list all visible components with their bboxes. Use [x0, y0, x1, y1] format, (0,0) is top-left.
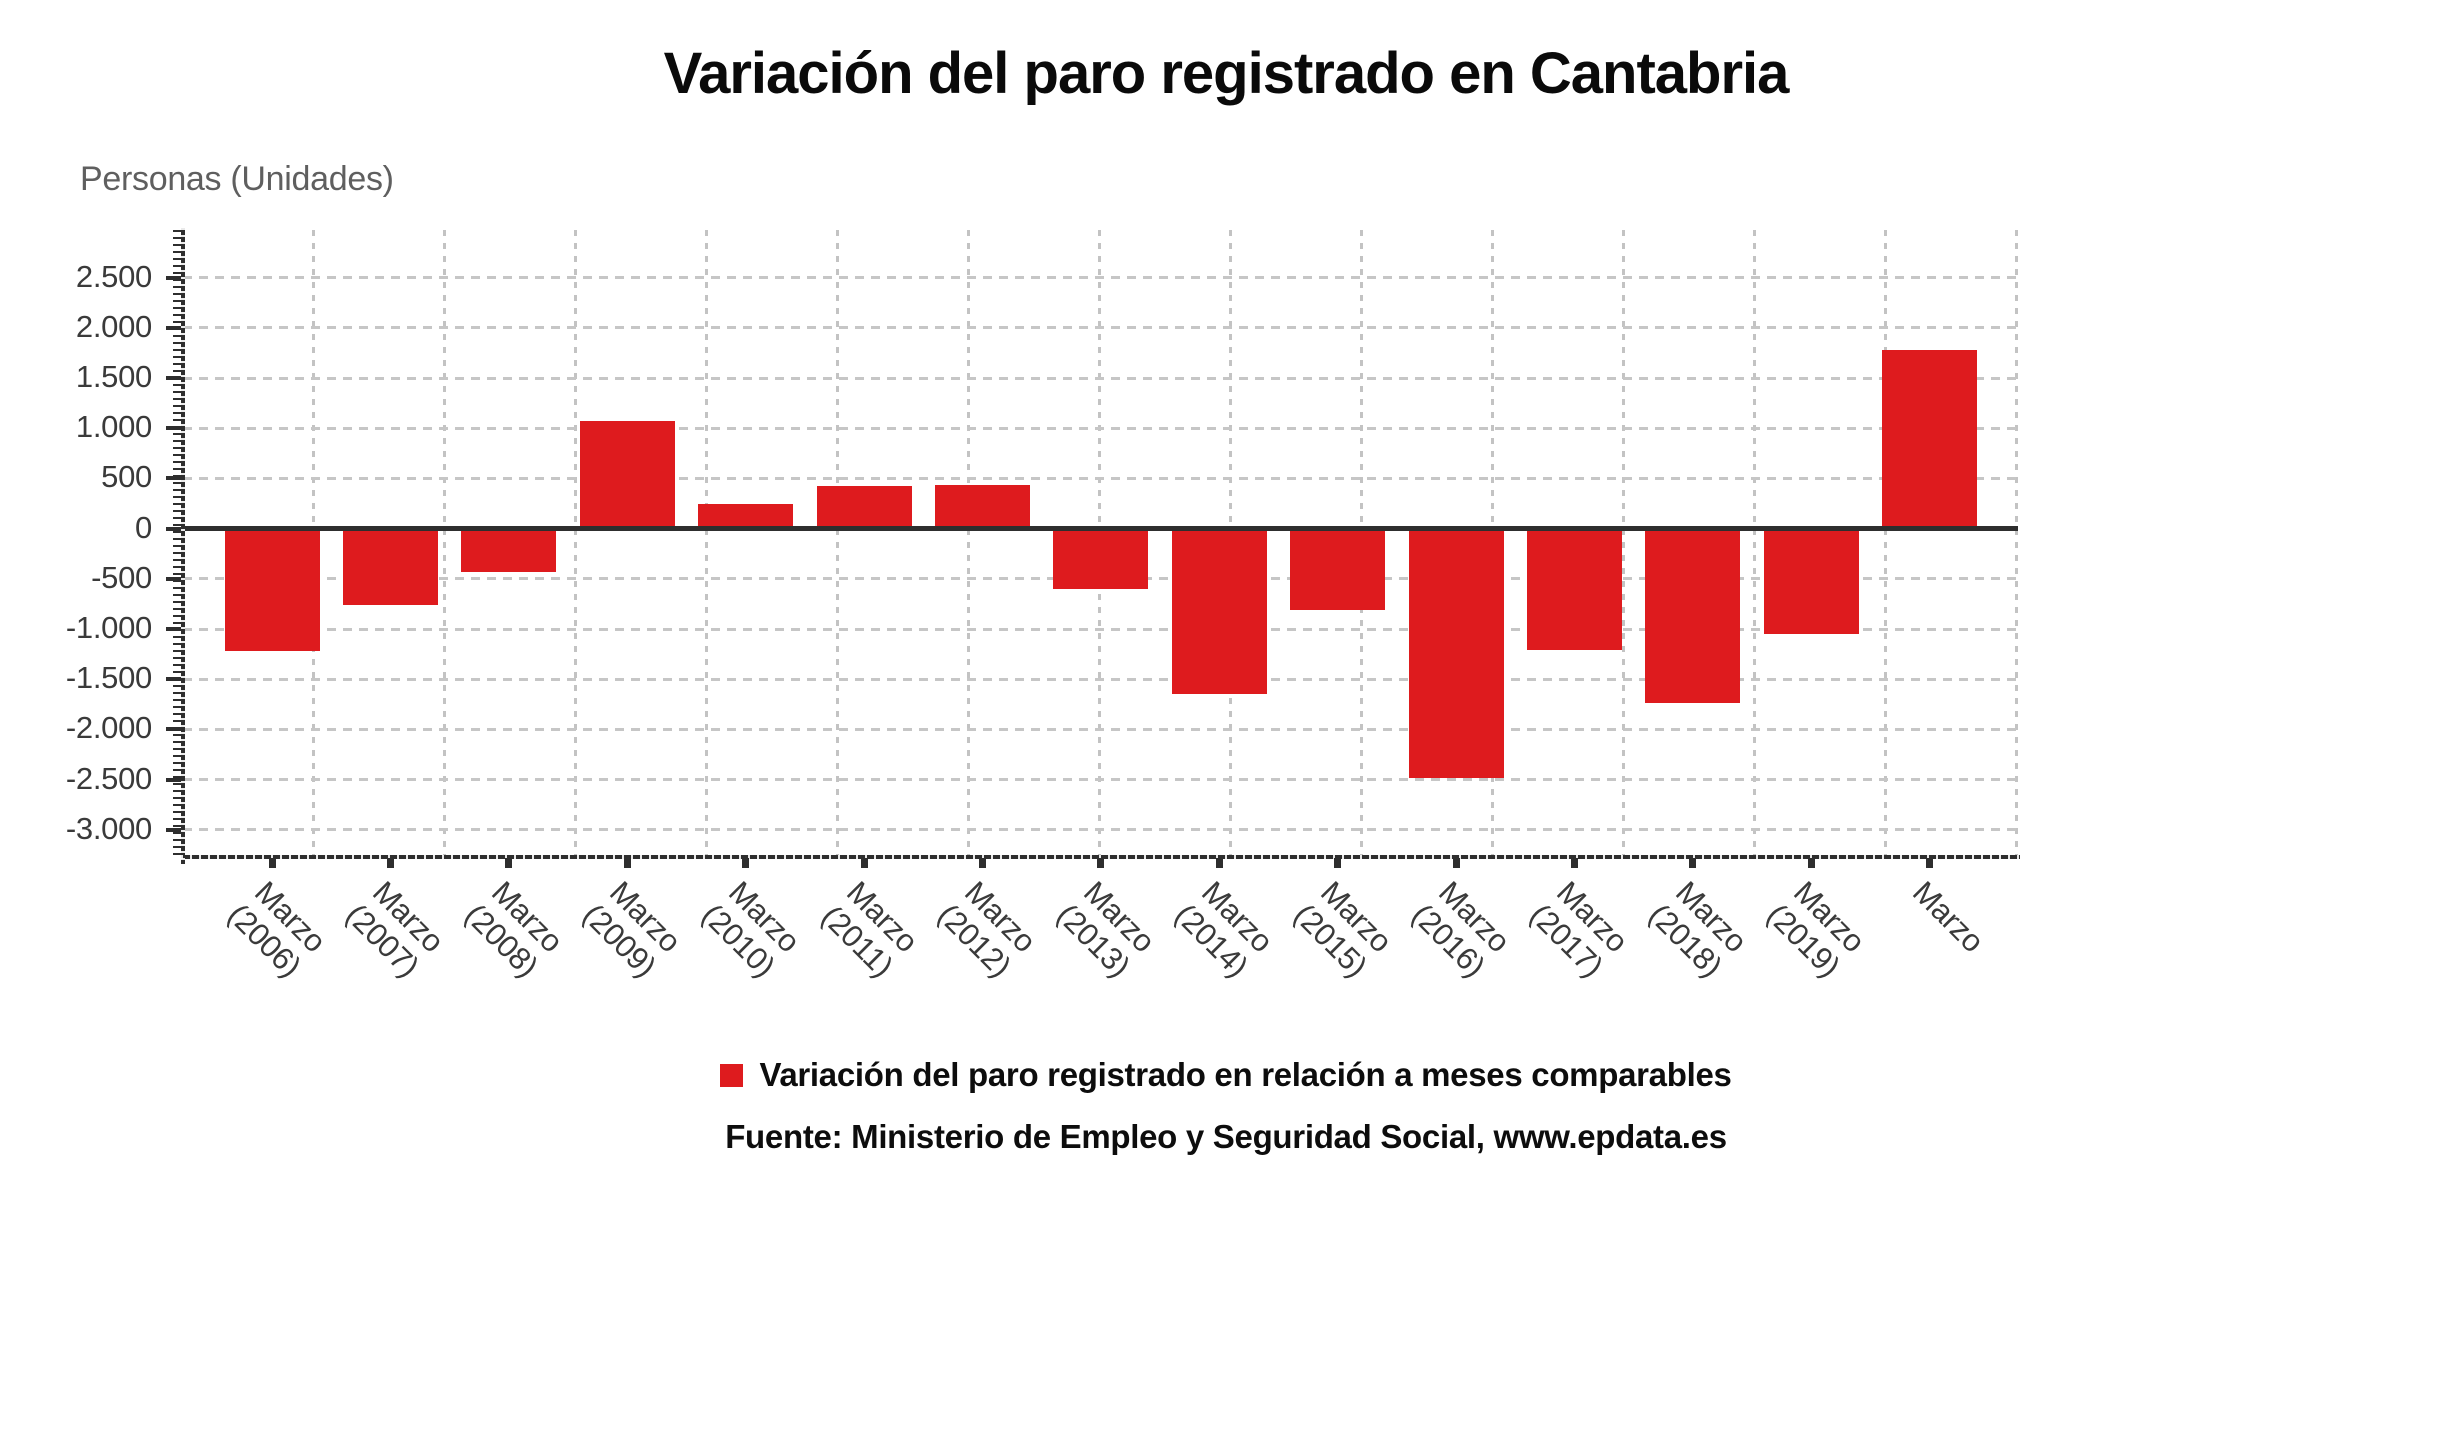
y-tick-label: 2.000 — [75, 308, 152, 344]
bar-marzo-2008[interactable] — [461, 528, 557, 572]
y-axis-tick — [166, 275, 181, 280]
y-gridline — [183, 476, 2016, 480]
x-gridline — [574, 230, 578, 857]
y-axis-tick — [166, 777, 181, 782]
x-axis-tick — [386, 858, 394, 868]
y-axis-tick — [166, 476, 181, 481]
y-gridline — [183, 727, 2016, 731]
x-axis-tick — [1452, 858, 1460, 868]
y-axis-tick — [166, 827, 181, 832]
y-gridline — [183, 376, 2016, 380]
y-axis-tick — [166, 576, 181, 581]
x-axis-tick — [1926, 858, 1934, 868]
y-tick-label: -1.000 — [65, 610, 152, 645]
bar-marzo-2018[interactable] — [1645, 528, 1741, 704]
y-tick-label: -500 — [91, 559, 152, 595]
y-tick-label: -1.500 — [65, 660, 152, 696]
x-gridline — [1621, 230, 1625, 857]
x-gridline — [967, 230, 971, 857]
x-gridline — [1752, 230, 1756, 857]
bar-marzo-2009[interactable] — [579, 421, 675, 529]
y-gridline — [183, 828, 2016, 832]
x-gridline — [2014, 230, 2018, 857]
y-gridline — [183, 778, 2016, 782]
y-tick-label: 1.000 — [75, 409, 152, 445]
y-axis-tick — [166, 727, 181, 732]
x-axis-tick — [978, 858, 986, 868]
y-axis-title: Personas (Unidades) — [80, 160, 394, 198]
bar-marzo[interactable] — [1882, 349, 1978, 529]
bar-marzo-2010[interactable] — [698, 504, 794, 529]
x-axis-tick — [268, 858, 276, 868]
source-attribution: Fuente: Ministerio de Empleo y Seguridad… — [725, 1118, 1727, 1155]
y-axis-tick — [166, 376, 181, 380]
y-gridline — [183, 326, 2016, 330]
y-tick-label: 500 — [101, 459, 152, 495]
y-tick-label: 2.500 — [75, 258, 152, 294]
x-axis-tick — [1807, 858, 1815, 868]
y-axis-tick — [166, 677, 181, 682]
y-axis-minor-ticks — [173, 230, 181, 857]
x-axis-tick — [742, 858, 750, 868]
x-axis-tick — [505, 858, 513, 868]
bar-marzo-2012[interactable] — [934, 485, 1030, 529]
y-gridline — [183, 627, 2016, 631]
y-axis-line-dashes — [181, 228, 185, 864]
x-axis-tick — [1334, 858, 1342, 868]
x-gridline — [705, 230, 709, 857]
bar-marzo-2006[interactable] — [224, 528, 320, 652]
bar-marzo-2017[interactable] — [1526, 528, 1622, 651]
y-axis-tick — [166, 526, 181, 531]
x-axis-tick — [1689, 858, 1697, 868]
y-axis-tick — [166, 325, 181, 330]
y-tick-label: -2.500 — [65, 760, 152, 796]
y-axis-tick — [166, 627, 181, 631]
bar-marzo-2015[interactable] — [1290, 528, 1386, 610]
x-axis-tick — [1097, 858, 1105, 868]
legend-swatch-icon — [720, 1064, 744, 1087]
y-tick-label: -2.000 — [65, 710, 152, 746]
x-axis-tick — [1215, 858, 1223, 868]
bar-marzo-2016[interactable] — [1408, 528, 1504, 778]
y-gridline — [183, 677, 2016, 681]
bar-marzo-2019[interactable] — [1763, 528, 1859, 634]
y-gridline — [183, 426, 2016, 430]
zero-baseline — [181, 526, 2018, 532]
x-axis-tick — [860, 858, 868, 868]
x-axis-tick — [623, 858, 631, 868]
y-tick-label: 1.500 — [75, 359, 152, 394]
y-tick-label: -3.000 — [65, 810, 152, 846]
bar-marzo-2013[interactable] — [1053, 528, 1149, 589]
bar-marzo-2011[interactable] — [816, 485, 912, 529]
x-gridline — [443, 230, 447, 857]
x-axis-line-dashes — [181, 855, 2020, 859]
bar-marzo-2014[interactable] — [1171, 528, 1267, 695]
x-axis-tick — [1570, 858, 1578, 868]
chart-title: Variación del paro registrado en Cantabr… — [663, 41, 1790, 106]
y-gridline — [183, 276, 2016, 280]
y-tick-label: 0 — [135, 509, 152, 545]
legend-label: Variación del paro registrado en relació… — [759, 1056, 1732, 1093]
x-gridline — [1883, 230, 1887, 857]
x-gridline — [836, 230, 840, 857]
legend[interactable]: Variación del paro registrado en relació… — [0, 1056, 2452, 1094]
y-axis-tick — [166, 426, 181, 431]
bar-marzo-2007[interactable] — [342, 528, 438, 605]
